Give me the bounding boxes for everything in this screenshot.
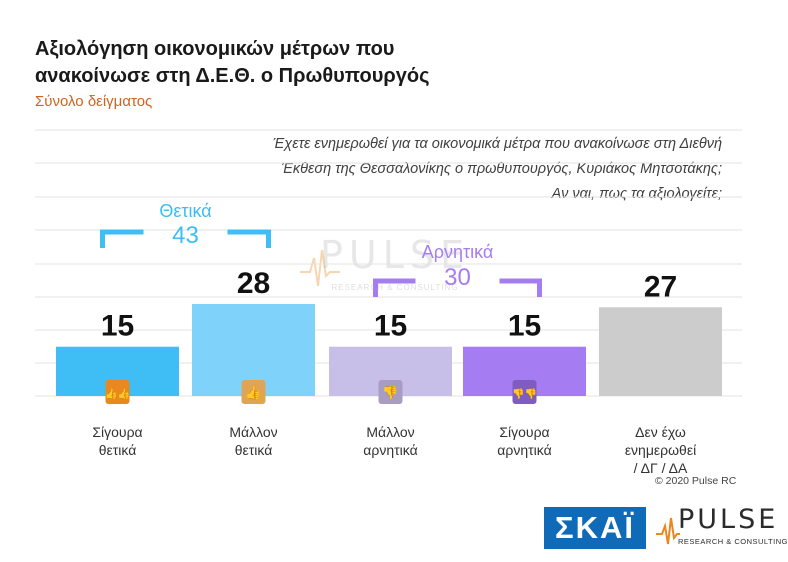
category-label-3-1: αρνητικά <box>497 442 551 458</box>
double-thumbs-up-icon: 👍👍 <box>105 387 130 400</box>
group-label-0: Θετικά <box>159 201 211 221</box>
category-label-2-0: Μάλλον <box>366 424 414 440</box>
group-label-1: Αρνητικά <box>422 242 494 262</box>
bar-value-3: 15 <box>508 310 541 343</box>
category-label-1-1: θετικά <box>235 442 273 458</box>
chart-title-line-1: Αξιολόγηση οικονομικών μέτρων που <box>35 38 395 60</box>
pulse-logo: PULSE RESEARCH & CONSULTING <box>656 504 787 554</box>
bar-value-1: 28 <box>237 267 270 300</box>
pulse-logo-tagline: RESEARCH & CONSULTING <box>678 537 788 546</box>
pulse-logo-word: PULSE <box>678 504 779 535</box>
thumbs-down-icon-bg <box>378 380 403 404</box>
pulse-wave-icon <box>656 517 680 545</box>
chart-title-line-2: ανακοίνωσε στη Δ.Ε.Θ. ο Πρωθυπουργός <box>35 65 430 87</box>
double-thumbs-down-icon: 👎👎 <box>512 388 537 400</box>
category-label-3-0: Σίγουρα <box>499 424 549 440</box>
category-label-4-2: / ΔΓ / ΔΑ <box>634 460 688 476</box>
double-thumbs-down-icon-bg <box>512 380 537 404</box>
category-label-0-1: θετικά <box>99 442 137 458</box>
group-total-0: 43 <box>172 222 199 249</box>
chart-subtitle: Σύνολο δείγματος <box>35 93 153 110</box>
double-thumbs-up-icon-bg <box>105 380 130 404</box>
watermark-word: PULSE <box>320 233 470 277</box>
bar-value-0: 15 <box>101 310 134 343</box>
thumbs-up-icon-bg <box>241 380 266 404</box>
group-bracket-0 <box>100 229 271 248</box>
bar-4 <box>599 307 722 396</box>
copyright-text: © 2020 Pulse RC <box>655 475 737 487</box>
survey-question-line-3: Αν ναι, πως τα αξιολογείτε; <box>551 186 722 202</box>
watermark-wave-icon <box>300 249 340 287</box>
category-label-4-0: Δεν έχω <box>635 424 686 440</box>
category-label-4-1: ενημερωθεί <box>625 442 696 458</box>
category-label-2-1: αρνητικά <box>363 442 417 458</box>
bar-value-4: 27 <box>644 270 677 303</box>
skai-logo: ΣΚΑΪ <box>544 507 646 549</box>
survey-question-line-2: Έκθεση της Θεσσαλονίκης ο πρωθυπουργός, … <box>281 161 722 177</box>
thumbs-down-icon: 👎 <box>382 385 398 401</box>
group-bracket-1 <box>373 278 542 297</box>
survey-question: Έχετε ενημερωθεί για τα οικονομικά μέτρα… <box>162 132 722 207</box>
chart-title: Αξιολόγηση οικονομικών μέτρων που ανακοί… <box>35 36 515 90</box>
watermark-tagline: RESEARCH & CONSULTING <box>331 283 458 292</box>
group-total-1: 30 <box>444 264 471 291</box>
category-label-1-0: Μάλλον <box>229 424 277 440</box>
category-label-0-0: Σίγουρα <box>92 424 142 440</box>
thumbs-up-icon: 👍 <box>245 385 261 401</box>
survey-question-line-1: Έχετε ενημερωθεί για τα οικονομικά μέτρα… <box>272 136 722 152</box>
bar-value-2: 15 <box>374 310 407 343</box>
